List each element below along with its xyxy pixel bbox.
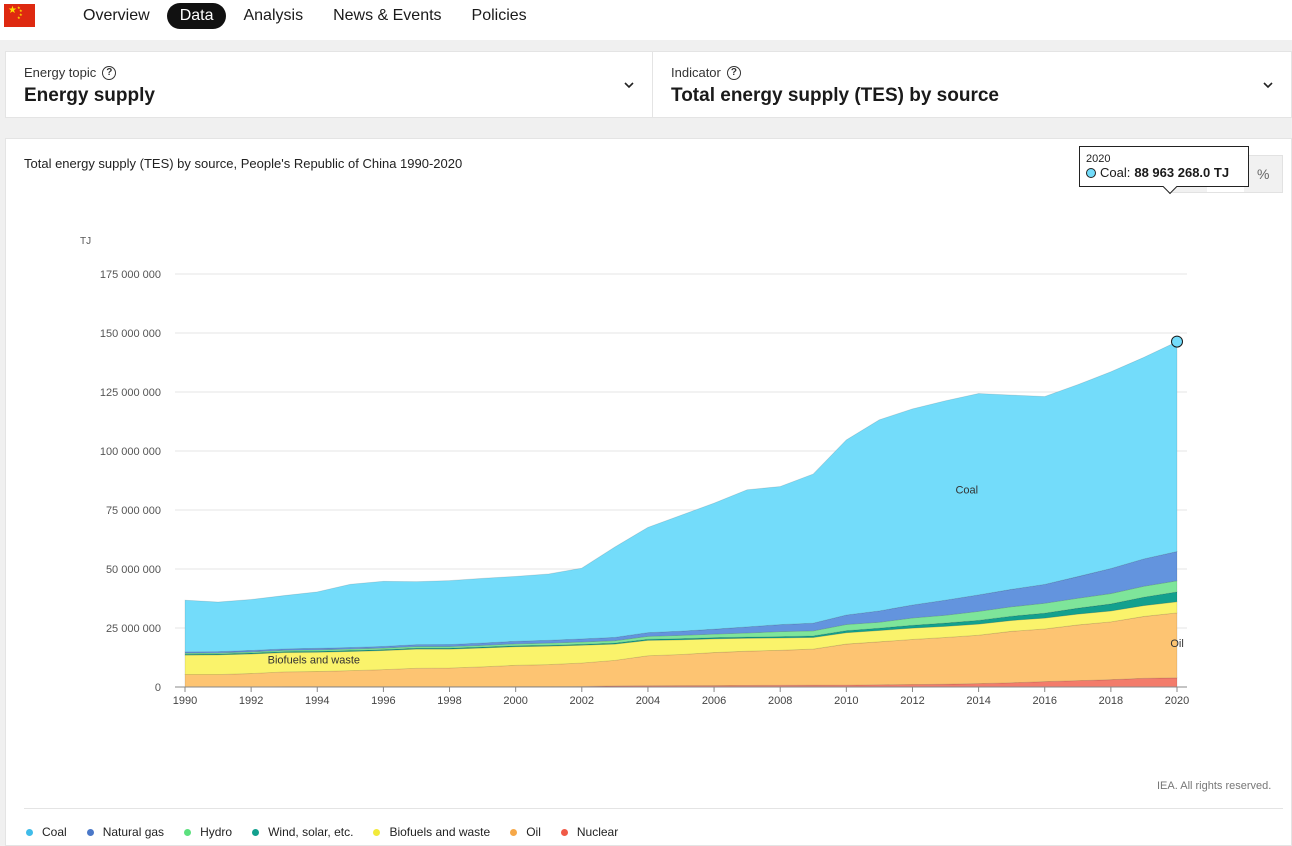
y-tick-label: 25 000 000 bbox=[106, 623, 161, 635]
percent-icon: % bbox=[1256, 166, 1270, 182]
legend-item[interactable]: Natural gas bbox=[86, 825, 165, 839]
tooltip-series-dot bbox=[1086, 167, 1096, 178]
y-tick-label: 175 000 000 bbox=[100, 269, 161, 281]
legend-label: Wind, solar, etc. bbox=[268, 825, 354, 839]
energy-topic-value: Energy supply bbox=[24, 85, 155, 106]
chart-tooltip: 2020 Coal: 88 963 268.0 TJ bbox=[1079, 146, 1249, 195]
y-axis-label: TJ bbox=[80, 236, 91, 247]
x-tick-label: 2008 bbox=[768, 695, 792, 707]
x-tick-label: 2004 bbox=[636, 695, 660, 707]
legend-dot-icon bbox=[252, 828, 260, 836]
indicator-dropdown[interactable]: Indicator ? Total energy supply (TES) by… bbox=[653, 51, 1292, 118]
legend-item[interactable]: Biofuels and waste bbox=[373, 825, 490, 839]
nav-tab-overview[interactable]: Overview bbox=[83, 7, 150, 24]
energy-topic-label-row: Energy topic ? bbox=[24, 65, 117, 80]
y-tick-label: 50 000 000 bbox=[106, 564, 161, 576]
chevron-down-icon bbox=[1263, 82, 1273, 89]
series-annotation: Biofuels and waste bbox=[268, 654, 360, 666]
legend-item[interactable]: Wind, solar, etc. bbox=[252, 825, 353, 839]
series-annotation: Oil bbox=[1170, 638, 1183, 650]
legend-label: Nuclear bbox=[576, 825, 619, 839]
legend-label: Natural gas bbox=[102, 825, 165, 839]
x-tick-label: 2020 bbox=[1165, 695, 1189, 707]
x-tick-label: 2010 bbox=[834, 695, 858, 707]
legend-item[interactable]: Nuclear bbox=[560, 825, 619, 839]
x-tick-label: 1990 bbox=[173, 695, 197, 707]
x-tick-label: 2002 bbox=[570, 695, 594, 707]
x-tick-label: 1998 bbox=[437, 695, 461, 707]
nav-tab-analysis[interactable]: Analysis bbox=[243, 7, 304, 24]
x-tick-label: 2018 bbox=[1099, 695, 1123, 707]
indicator-label-row: Indicator ? bbox=[671, 65, 741, 80]
legend-label: Oil bbox=[526, 825, 541, 839]
legend-dot-icon bbox=[373, 828, 381, 836]
y-tick-label: 100 000 000 bbox=[100, 446, 161, 458]
highlight-point bbox=[1171, 335, 1183, 348]
legend-label: Hydro bbox=[200, 825, 233, 839]
x-tick-label: 2006 bbox=[702, 695, 726, 707]
legend-item[interactable]: Coal bbox=[26, 825, 67, 839]
help-icon[interactable]: ? bbox=[726, 65, 741, 80]
x-tick-label: 2016 bbox=[1032, 695, 1056, 707]
x-tick-label: 1996 bbox=[371, 695, 395, 707]
copyright-text: IEA. All rights reserved. bbox=[1157, 780, 1272, 792]
x-tick-label: 2014 bbox=[966, 695, 990, 707]
china-flag-icon: ★ ★ ★ ★ ★ bbox=[4, 4, 35, 27]
tooltip-row: Coal: 88 963 268.0 TJ bbox=[1086, 165, 1242, 180]
nav-tabs: Overview Data Analysis News & Events Pol… bbox=[70, 3, 544, 29]
legend-item[interactable]: Hydro bbox=[184, 825, 232, 839]
y-tick-label: 0 bbox=[155, 682, 161, 694]
y-tick-label: 150 000 000 bbox=[100, 328, 161, 340]
x-tick-label: 2012 bbox=[900, 695, 924, 707]
y-tick-label: 75 000 000 bbox=[106, 505, 161, 517]
energy-topic-label: Energy topic bbox=[24, 65, 97, 80]
tooltip-year: 2020 bbox=[1086, 153, 1111, 165]
percent-view-toggle[interactable]: % bbox=[1244, 156, 1282, 192]
nav-tab-data[interactable]: Data bbox=[166, 3, 227, 29]
top-navigation-bar: ★ ★ ★ ★ ★ Overview Data Analysis News & … bbox=[0, 0, 1292, 40]
legend-label: Biofuels and waste bbox=[389, 825, 491, 839]
energy-topic-dropdown[interactable]: Energy topic ? Energy supply bbox=[5, 51, 653, 118]
legend-dot-icon bbox=[560, 828, 568, 836]
legend-item[interactable]: Oil bbox=[510, 825, 541, 839]
selector-row: Energy topic ? Energy supply Indicator ?… bbox=[5, 51, 1292, 118]
chart-title: Total energy supply (TES) by source, Peo… bbox=[24, 156, 463, 171]
help-icon[interactable]: ? bbox=[102, 65, 117, 80]
series-annotation: Coal bbox=[955, 484, 978, 496]
x-tick-label: 1994 bbox=[305, 695, 329, 707]
tooltip-value: 88 963 268.0 TJ bbox=[1134, 165, 1230, 180]
area-series-coal bbox=[184, 340, 1178, 653]
nav-tab-policies[interactable]: Policies bbox=[471, 7, 527, 24]
chart-legend: Coal Natural gas Hydro Wind, solar, etc. Bio… bbox=[26, 825, 638, 839]
legend-dot-icon bbox=[184, 828, 192, 836]
x-tick-label: 1992 bbox=[239, 695, 263, 707]
indicator-label: Indicator bbox=[671, 65, 721, 80]
tooltip-series-name: Coal: bbox=[1100, 165, 1131, 180]
legend-dot-icon bbox=[510, 828, 518, 836]
legend-label: Coal bbox=[42, 825, 67, 839]
legend-dot-icon bbox=[86, 828, 94, 836]
y-tick-label: 125 000 000 bbox=[100, 387, 161, 399]
indicator-value: Total energy supply (TES) by source bbox=[671, 85, 999, 106]
x-tick-label: 2000 bbox=[503, 695, 527, 707]
legend-dot-icon bbox=[26, 828, 33, 836]
nav-tab-news-events[interactable]: News & Events bbox=[333, 7, 442, 24]
chevron-down-icon bbox=[624, 82, 634, 89]
legend-divider bbox=[24, 808, 1283, 809]
